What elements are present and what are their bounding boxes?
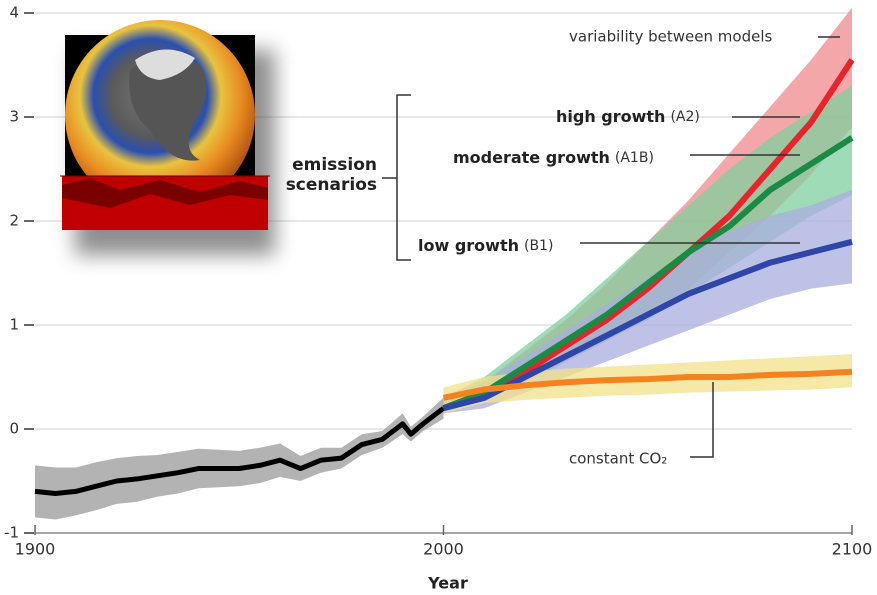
y-tick-label: 4 — [9, 4, 19, 22]
series-label: moderate growth (A1B) — [453, 148, 654, 167]
series-code: (B1) — [524, 238, 553, 254]
y-tick-label: 3 — [9, 108, 19, 126]
x-tick-label: 2100 — [832, 540, 873, 559]
series-label: constant CO₂ — [569, 450, 667, 468]
leader-line — [690, 382, 713, 457]
annotation: variability between models — [569, 28, 772, 46]
bracket — [382, 95, 411, 260]
annotation: emission — [292, 155, 377, 175]
model-range-band — [35, 398, 444, 520]
x-tick-label: 2000 — [423, 540, 464, 559]
series-code: (A1B) — [615, 150, 654, 166]
y-tick-label: 0 — [9, 420, 19, 438]
page: {"chart_data": {"type": "line", "xlabel"… — [0, 0, 877, 595]
x-axis-label: Year — [427, 574, 468, 593]
series-name: high growth — [556, 107, 665, 126]
annotation: scenarios — [286, 175, 377, 195]
series-label: low growth (B1) — [418, 236, 553, 255]
x-tick-label: 1900 — [15, 540, 56, 559]
y-tick-label: 2 — [9, 212, 19, 230]
series-code: (A2) — [670, 109, 699, 125]
series-name: low growth — [418, 236, 519, 255]
globe-image — [60, 20, 275, 255]
y-tick-label: 1 — [9, 316, 19, 334]
series-name: moderate growth — [453, 148, 610, 167]
chart: -101234190020002100Yearhigh growth(A2)mo… — [0, 0, 877, 595]
series-label: high growth (A2) — [556, 107, 700, 126]
